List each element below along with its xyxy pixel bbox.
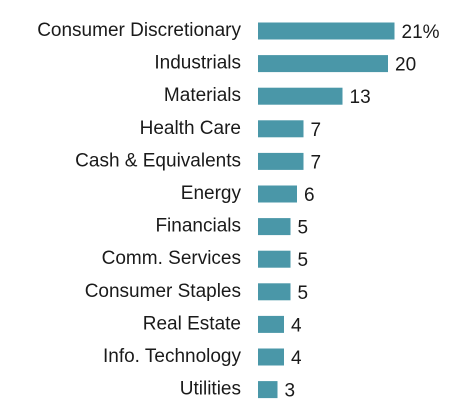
category-label: Health Care xyxy=(140,118,241,139)
category-label: Energy xyxy=(181,183,242,204)
bar xyxy=(258,250,291,268)
category-label: Industrials xyxy=(154,53,241,74)
value-label: 6 xyxy=(304,185,315,206)
value-label: 13 xyxy=(350,87,371,108)
category-label: Utilities xyxy=(180,379,241,400)
bar xyxy=(258,348,284,366)
category-label: Cash & Equivalents xyxy=(75,150,241,171)
bar xyxy=(258,315,284,333)
value-label: 20 xyxy=(395,55,416,76)
category-label: Consumer Staples xyxy=(85,281,241,302)
value-label: 7 xyxy=(311,120,322,141)
category-label: Financials xyxy=(155,216,241,237)
category-label: Materials xyxy=(164,85,241,106)
value-label: 5 xyxy=(298,218,309,239)
category-label: Real Estate xyxy=(143,313,241,334)
bar xyxy=(258,22,395,40)
bar xyxy=(258,55,388,73)
value-label: 4 xyxy=(291,315,302,336)
bar xyxy=(258,152,304,170)
value-label: 5 xyxy=(298,283,309,304)
bar xyxy=(258,185,297,203)
category-label: Info. Technology xyxy=(103,346,242,367)
value-label: 7 xyxy=(311,152,322,173)
value-label: 4 xyxy=(291,348,302,369)
bar xyxy=(258,218,291,236)
bar xyxy=(258,283,291,301)
category-label: Comm. Services xyxy=(102,248,241,269)
bar xyxy=(258,87,343,105)
category-label: Consumer Discretionary xyxy=(37,20,241,41)
value-label: 3 xyxy=(285,381,296,401)
bar xyxy=(258,381,278,399)
value-label: 21% xyxy=(402,22,440,43)
bar xyxy=(258,120,304,138)
value-label: 5 xyxy=(298,250,309,271)
